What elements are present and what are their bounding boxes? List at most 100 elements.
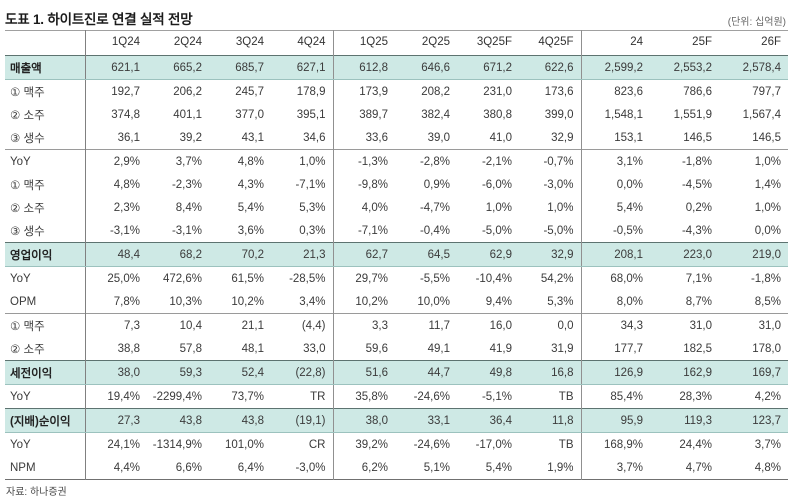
- table-cell: 54,2%: [519, 266, 582, 290]
- table-row: 매출액 621,1 665,2 685,7 627,1 612,8 646,6 671,2 62…: [5, 55, 788, 80]
- table-cell: 39,2%: [355, 438, 388, 451]
- table-cell: 68,2: [147, 242, 209, 267]
- row-label: 매출액: [5, 55, 86, 80]
- table-cell: 182,5: [683, 342, 712, 355]
- table-cell: 206,2: [173, 85, 202, 98]
- earnings-table: 1Q24 2Q24 3Q24 4Q24 1Q25 2Q25 3Q25F 4Q25F 24 25F 2…: [5, 30, 788, 480]
- table-cell: 4,8%: [754, 461, 781, 474]
- table-cell: -28,5%: [271, 266, 334, 290]
- table-cell: 7,3: [85, 313, 147, 337]
- table-cell: -24,6%: [413, 390, 450, 403]
- table-row: ③ 생수 36,1 39,2 43,1 34,6 33,6 39,0 41,0 32,9 153,…: [5, 126, 788, 150]
- table-cell: 41,9: [489, 342, 512, 355]
- table-cell: CR: [271, 432, 334, 456]
- unit-note: (단위: 십억원): [727, 17, 786, 28]
- table-cell: 786,6: [683, 85, 712, 98]
- table-cell: 3,6%: [237, 224, 264, 237]
- table-cell: 1,4%: [754, 178, 781, 191]
- table-cell: -5,5%: [419, 272, 450, 285]
- table-cell: 146,5: [683, 131, 712, 144]
- table-cell: 823,6: [614, 85, 643, 98]
- column-header: 3Q24: [235, 36, 264, 48]
- table-cell: -3,1%: [109, 224, 140, 237]
- table-cell: -1314,9%: [152, 438, 202, 451]
- table-cell: 43,8: [209, 408, 271, 433]
- table-cell: 16,8: [519, 360, 582, 385]
- table-cell: 646,6: [395, 55, 457, 80]
- table-cell: 7,1%: [685, 272, 712, 285]
- table-cell: -17,0%: [475, 438, 512, 451]
- table-cell: 59,6: [365, 342, 388, 355]
- table-cell: 73,7%: [231, 390, 264, 403]
- table-cell: 38,0: [333, 408, 395, 433]
- table-cell: -6,0%: [481, 178, 512, 191]
- table-cell: 2,599,2: [581, 55, 650, 80]
- table-cell: 0,9%: [423, 178, 450, 191]
- table-cell: (4,4): [271, 313, 334, 337]
- table-cell: 169,7: [719, 360, 788, 385]
- table-row: (지배)순이익 27,3 43,8 43,8 (19,1) 38,0 33,1 36,4 11,…: [5, 408, 788, 433]
- table-cell: -2,8%: [395, 149, 457, 173]
- table-cell: 4,4%: [113, 461, 140, 474]
- table-cell: 8,5%: [754, 295, 781, 308]
- table-cell: 0,3%: [271, 219, 334, 243]
- table-cell: 62,7: [333, 242, 395, 267]
- table-cell: 4,3%: [237, 178, 264, 191]
- table-cell: -4,5%: [681, 178, 712, 191]
- row-label: ① 맥주: [5, 173, 86, 196]
- table-cell: -2,1%: [457, 149, 519, 173]
- table-cell: 3,1%: [581, 149, 650, 173]
- table-cell: -3,1%: [171, 224, 202, 237]
- table-cell: 797,7: [752, 85, 781, 98]
- row-label: ③ 생수: [5, 126, 86, 150]
- table-cell: 178,0: [752, 342, 781, 355]
- table-cell: -3,0%: [271, 456, 334, 480]
- column-header: 2Q24: [173, 36, 202, 48]
- table-cell: 19,4%: [107, 390, 140, 403]
- table-cell: 173,9: [359, 85, 388, 98]
- table-cell: 4,2%: [754, 390, 781, 403]
- table-cell: 16,0: [457, 313, 519, 337]
- table-row: YoY 25,0% 472,6% 61,5% -28,5% 29,7% -5,5% -10,4…: [5, 266, 788, 290]
- table-cell: 31,9: [519, 337, 582, 361]
- table-cell: 38,8: [117, 342, 140, 355]
- table-cell: 665,2: [147, 55, 209, 80]
- table-cell: 622,6: [519, 55, 582, 80]
- table-cell: 219,0: [719, 242, 788, 267]
- table-row: YoY 19,4% -2299,4% 73,7% TR 35,8% -24,6% -5,1% T…: [5, 384, 788, 409]
- table-cell: -0,7%: [519, 149, 582, 173]
- table-cell: 6,6%: [175, 461, 202, 474]
- table-cell: 52,4: [209, 360, 271, 385]
- table-cell: 374,8: [111, 108, 140, 121]
- table-row: NPM 4,4% 6,6% 6,4% -3,0% 6,2% 5,1% 5,4% 1,9% 3,7%…: [5, 456, 788, 480]
- table-cell: (19,1): [271, 408, 334, 433]
- column-header: 24: [630, 36, 643, 48]
- table-cell: 10,3%: [169, 295, 202, 308]
- column-header: 2Q25: [421, 36, 450, 48]
- column-header: 26F: [761, 36, 781, 48]
- table-cell: 33,1: [395, 408, 457, 433]
- table-cell: 612,8: [333, 55, 395, 80]
- table-cell: 208,1: [581, 242, 650, 267]
- table-cell: 395,1: [271, 103, 334, 126]
- row-label: (지배)순이익: [5, 408, 86, 433]
- table-cell: 11,7: [395, 313, 457, 337]
- table-cell: 9,4%: [485, 295, 512, 308]
- table-cell: 1,9%: [519, 456, 582, 480]
- table-cell: -4,7%: [419, 201, 450, 214]
- header-row: 1Q24 2Q24 3Q24 4Q24 1Q25 2Q25 3Q25F 4Q25F 24 25F 2…: [5, 30, 788, 56]
- table-cell: 35,8%: [355, 390, 388, 403]
- table-cell: 2,578,4: [719, 55, 788, 80]
- table-cell: -24,6%: [413, 438, 450, 451]
- table-cell: 0,2%: [685, 201, 712, 214]
- table-cell: 29,7%: [355, 272, 388, 285]
- table-cell: 380,8: [483, 108, 512, 121]
- table-cell: 168,9%: [603, 438, 643, 451]
- table-cell: 49,8: [457, 360, 519, 385]
- table-cell: 34,3: [581, 313, 650, 337]
- table-cell: 34,6: [271, 126, 334, 150]
- table-cell: 4,0%: [361, 201, 388, 214]
- table-row: OPM 7,8% 10,3% 10,2% 3,4% 10,2% 10,0% 9,4% 5,3% 8…: [5, 290, 788, 314]
- table-row: ① 맥주 192,7 206,2 245,7 178,9 173,9 208,2 231,0 1…: [5, 79, 788, 103]
- table-row: ① 맥주 7,3 10,4 21,1 (4,4) 3,3 11,7 16,0 0,0 34,3 31…: [5, 313, 788, 337]
